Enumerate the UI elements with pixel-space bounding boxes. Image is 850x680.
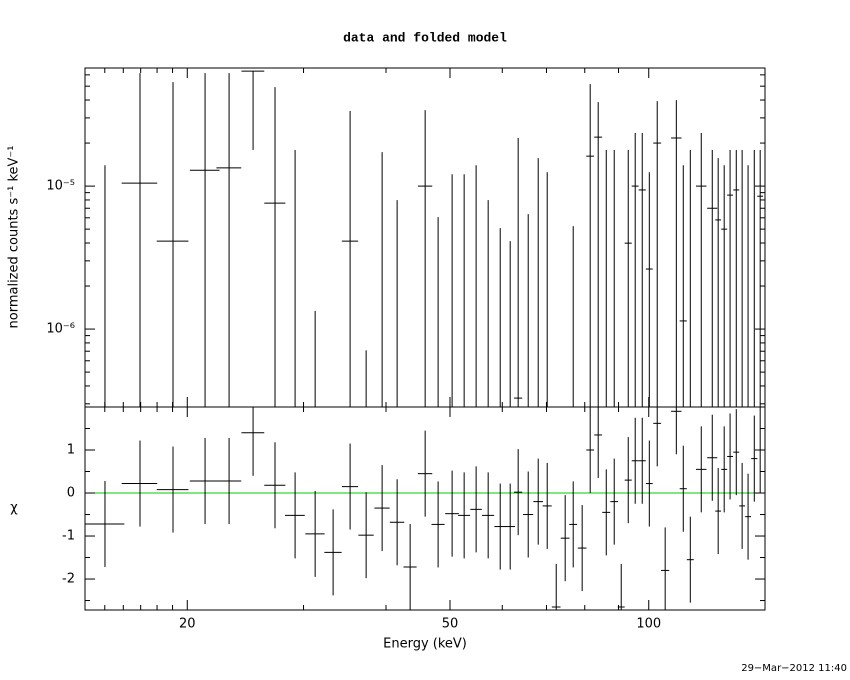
plot-area (104, 70, 764, 407)
y-tick-label: -1 (62, 529, 75, 544)
y-tick-label: 1 (67, 443, 75, 458)
y-tick-label: 10⁻⁶ (46, 322, 75, 337)
x-axis-label: Energy (keV) (383, 637, 467, 652)
x-tick-label: 50 (442, 617, 459, 632)
chart-title: data and folded model (343, 30, 507, 45)
timestamp: 29−Mar−2012 11:40 (741, 663, 847, 674)
y-axis-label: normalized counts s⁻¹ keV⁻¹ (7, 146, 22, 329)
y-tick-label: 0 (67, 486, 75, 501)
x-tick-label: 20 (179, 617, 196, 632)
plot-frame (84, 406, 766, 611)
x-tick-label: 100 (636, 617, 661, 632)
y-tick-label: -2 (62, 572, 75, 587)
y-tick-label: 10⁻⁵ (46, 179, 75, 194)
plot-area (85, 407, 765, 610)
y-axis-label: χ (10, 501, 18, 516)
